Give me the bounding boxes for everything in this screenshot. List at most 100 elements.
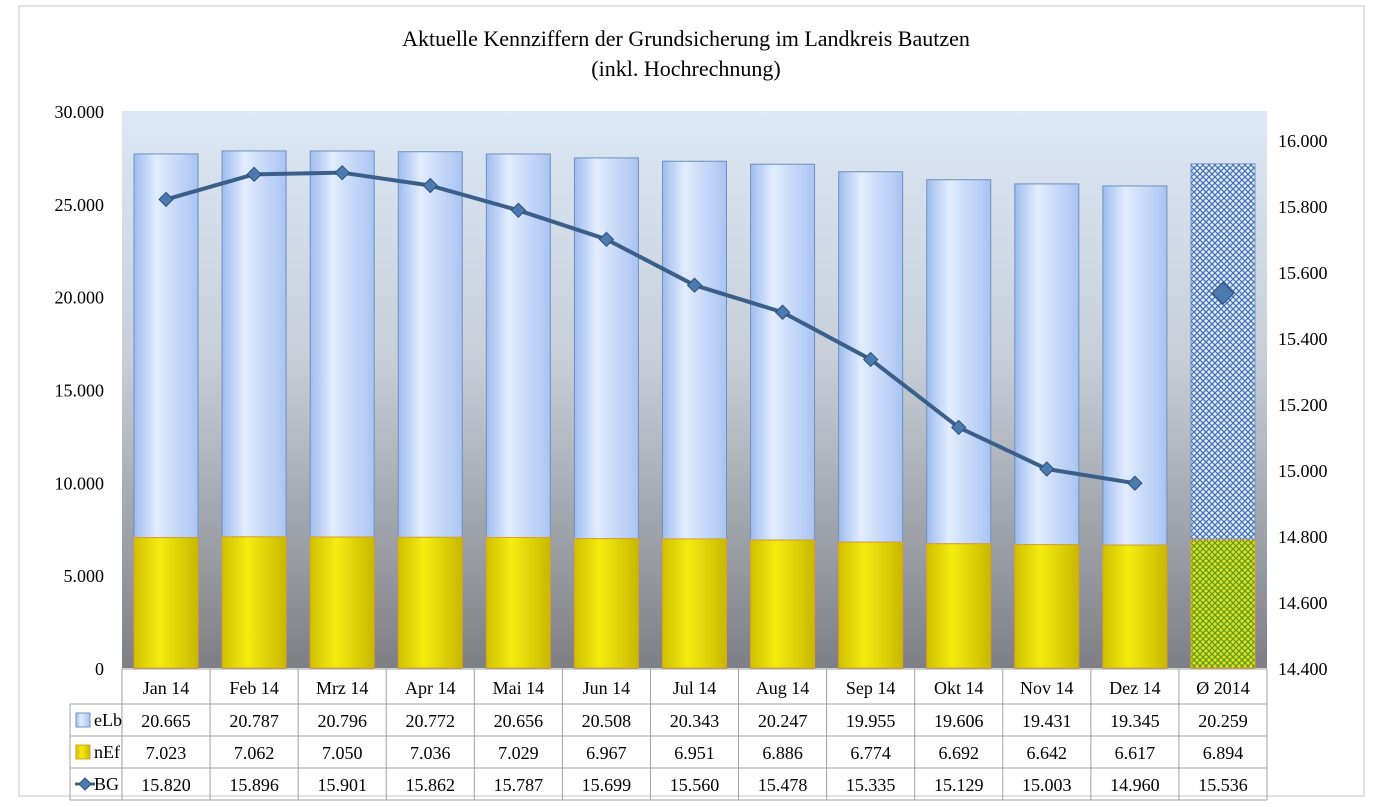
data-label-elb: 20.247 bbox=[758, 711, 808, 731]
data-label-bg: 15.335 bbox=[846, 775, 896, 795]
x-tick-label: Jan 14 bbox=[143, 678, 190, 698]
chart-border bbox=[18, 5, 1365, 797]
bg-point-8 bbox=[862, 351, 879, 368]
data-label-nef: 7.062 bbox=[234, 743, 275, 763]
data-label-nef: 7.023 bbox=[146, 743, 187, 763]
data-label-nef: 6.886 bbox=[762, 743, 803, 763]
data-label-nef: 6.617 bbox=[1115, 743, 1156, 763]
data-label-bg: 15.129 bbox=[934, 775, 984, 795]
data-label-nef: 6.692 bbox=[938, 743, 979, 763]
data-label-nef: 6.951 bbox=[674, 743, 715, 763]
legend-label-bg: BG bbox=[94, 774, 119, 794]
data-label-elb: 20.796 bbox=[317, 711, 367, 731]
chart-subtitle: (inkl. Hochrechnung) bbox=[591, 56, 780, 81]
y-right-tick-label: 15.200 bbox=[1278, 395, 1328, 415]
y-right-tick-label: 14.600 bbox=[1278, 593, 1328, 613]
chart-title: Aktuelle Kennziffern der Grundsicherung … bbox=[402, 26, 970, 51]
y-right-tick-label: 15.800 bbox=[1278, 197, 1328, 217]
bg-line bbox=[158, 164, 1235, 491]
x-tick-label: Apr 14 bbox=[405, 678, 456, 698]
bg-line-path bbox=[165, 170, 1136, 486]
bg-point-4 bbox=[510, 202, 527, 218]
x-tick-label: Sep 14 bbox=[846, 678, 896, 698]
bars bbox=[133, 150, 1256, 669]
data-label-nef: 6.967 bbox=[586, 743, 627, 763]
y-left-tick-label: 10.000 bbox=[55, 473, 105, 493]
x-tick-label: Aug 14 bbox=[756, 678, 810, 698]
x-tick-label: Dez 14 bbox=[1109, 678, 1160, 698]
data-label-elb: 20.343 bbox=[670, 711, 720, 731]
data-label-elb: 20.772 bbox=[406, 711, 456, 731]
data-label-bg: 15.901 bbox=[317, 775, 367, 795]
x-tick-label: Jul 14 bbox=[673, 678, 717, 698]
y-left-tick-label: 25.000 bbox=[55, 195, 105, 215]
bg-point-1 bbox=[246, 166, 262, 183]
y-right-tick-label: 15.400 bbox=[1278, 329, 1328, 349]
bg-point-10 bbox=[1039, 461, 1055, 477]
bar-nef-3 bbox=[397, 536, 463, 669]
bg-point-2 bbox=[334, 164, 350, 181]
y-right-tick-label: 14.800 bbox=[1278, 527, 1328, 547]
data-label-bg: 14.960 bbox=[1110, 775, 1160, 795]
bar-nef-8 bbox=[838, 541, 904, 669]
y-right-tick-label: 14.400 bbox=[1278, 659, 1328, 679]
data-label-bg: 15.536 bbox=[1198, 775, 1248, 795]
legend-label-nef: nEf bbox=[94, 742, 120, 762]
bar-elb-9 bbox=[926, 179, 992, 545]
data-table: Jan 14 Feb 14 Mrz 14 Apr 14 Mai 14 Jun 14 Jul … bbox=[69, 668, 1268, 801]
bar-nef-6 bbox=[662, 538, 727, 669]
data-label-elb: 19.431 bbox=[1022, 711, 1072, 731]
data-label-bg: 15.699 bbox=[582, 775, 632, 795]
legend-key-nef bbox=[75, 744, 91, 760]
data-label-bg: 15.862 bbox=[406, 775, 456, 795]
bar-elb-11 bbox=[1102, 185, 1168, 546]
x-tick-label: Nov 14 bbox=[1020, 678, 1074, 698]
data-label-elb: 20.259 bbox=[1198, 711, 1248, 731]
bar-nef-9 bbox=[926, 543, 992, 669]
bar-elb-2 bbox=[309, 150, 375, 538]
bg-point-3 bbox=[422, 177, 438, 194]
data-label-elb: 19.345 bbox=[1110, 711, 1160, 731]
bar-nef-0 bbox=[133, 537, 199, 669]
data-label-nef: 6.894 bbox=[1203, 743, 1244, 763]
y-left-tick-label: 20.000 bbox=[55, 288, 105, 308]
bar-nef-11 bbox=[1102, 544, 1168, 669]
bg-point-11 bbox=[1127, 475, 1143, 491]
bg-point-9 bbox=[951, 419, 967, 436]
bg-point-6 bbox=[686, 277, 703, 293]
data-label-bg: 15.787 bbox=[494, 775, 544, 795]
data-label-nef: 7.029 bbox=[498, 743, 539, 763]
x-tick-label: Ø 2014 bbox=[1196, 678, 1250, 698]
data-label-elb: 19.955 bbox=[846, 711, 896, 731]
bg-point-5 bbox=[598, 231, 615, 248]
bar-elb-10 bbox=[1014, 183, 1080, 546]
y-right-tick-label: 16.000 bbox=[1278, 131, 1328, 151]
y-right-tick-label: 15.600 bbox=[1278, 263, 1328, 283]
x-tick-label: Okt 14 bbox=[934, 678, 984, 698]
bar-elb-12 bbox=[1190, 163, 1256, 541]
y-left-tick-label: 0 bbox=[95, 659, 104, 679]
data-label-elb: 20.665 bbox=[141, 711, 191, 731]
y-right-tick-label: 15.000 bbox=[1278, 461, 1328, 481]
bar-nef-5 bbox=[573, 538, 639, 669]
data-label-elb: 20.656 bbox=[494, 711, 544, 731]
legend-key-elb bbox=[75, 712, 91, 728]
data-label-bg: 15.820 bbox=[141, 775, 191, 795]
bar-elb-6 bbox=[662, 160, 727, 540]
bar-elb-7 bbox=[750, 163, 816, 541]
bg-point-12 bbox=[1211, 281, 1235, 305]
data-label-nef: 6.774 bbox=[850, 743, 891, 763]
x-tick-label: Feb 14 bbox=[229, 678, 279, 698]
data-label-nef: 7.050 bbox=[322, 743, 363, 763]
bg-point-0 bbox=[158, 191, 174, 208]
data-label-elb: 19.606 bbox=[934, 711, 984, 731]
bar-nef-1 bbox=[221, 536, 287, 669]
bg-point-7 bbox=[774, 304, 791, 320]
y-left-tick-label: 5.000 bbox=[64, 566, 105, 586]
bar-nef-10 bbox=[1014, 544, 1080, 669]
x-tick-label: Mai 14 bbox=[493, 678, 545, 698]
bar-nef-2 bbox=[309, 536, 375, 669]
y-left-tick-label: 15.000 bbox=[55, 381, 105, 401]
